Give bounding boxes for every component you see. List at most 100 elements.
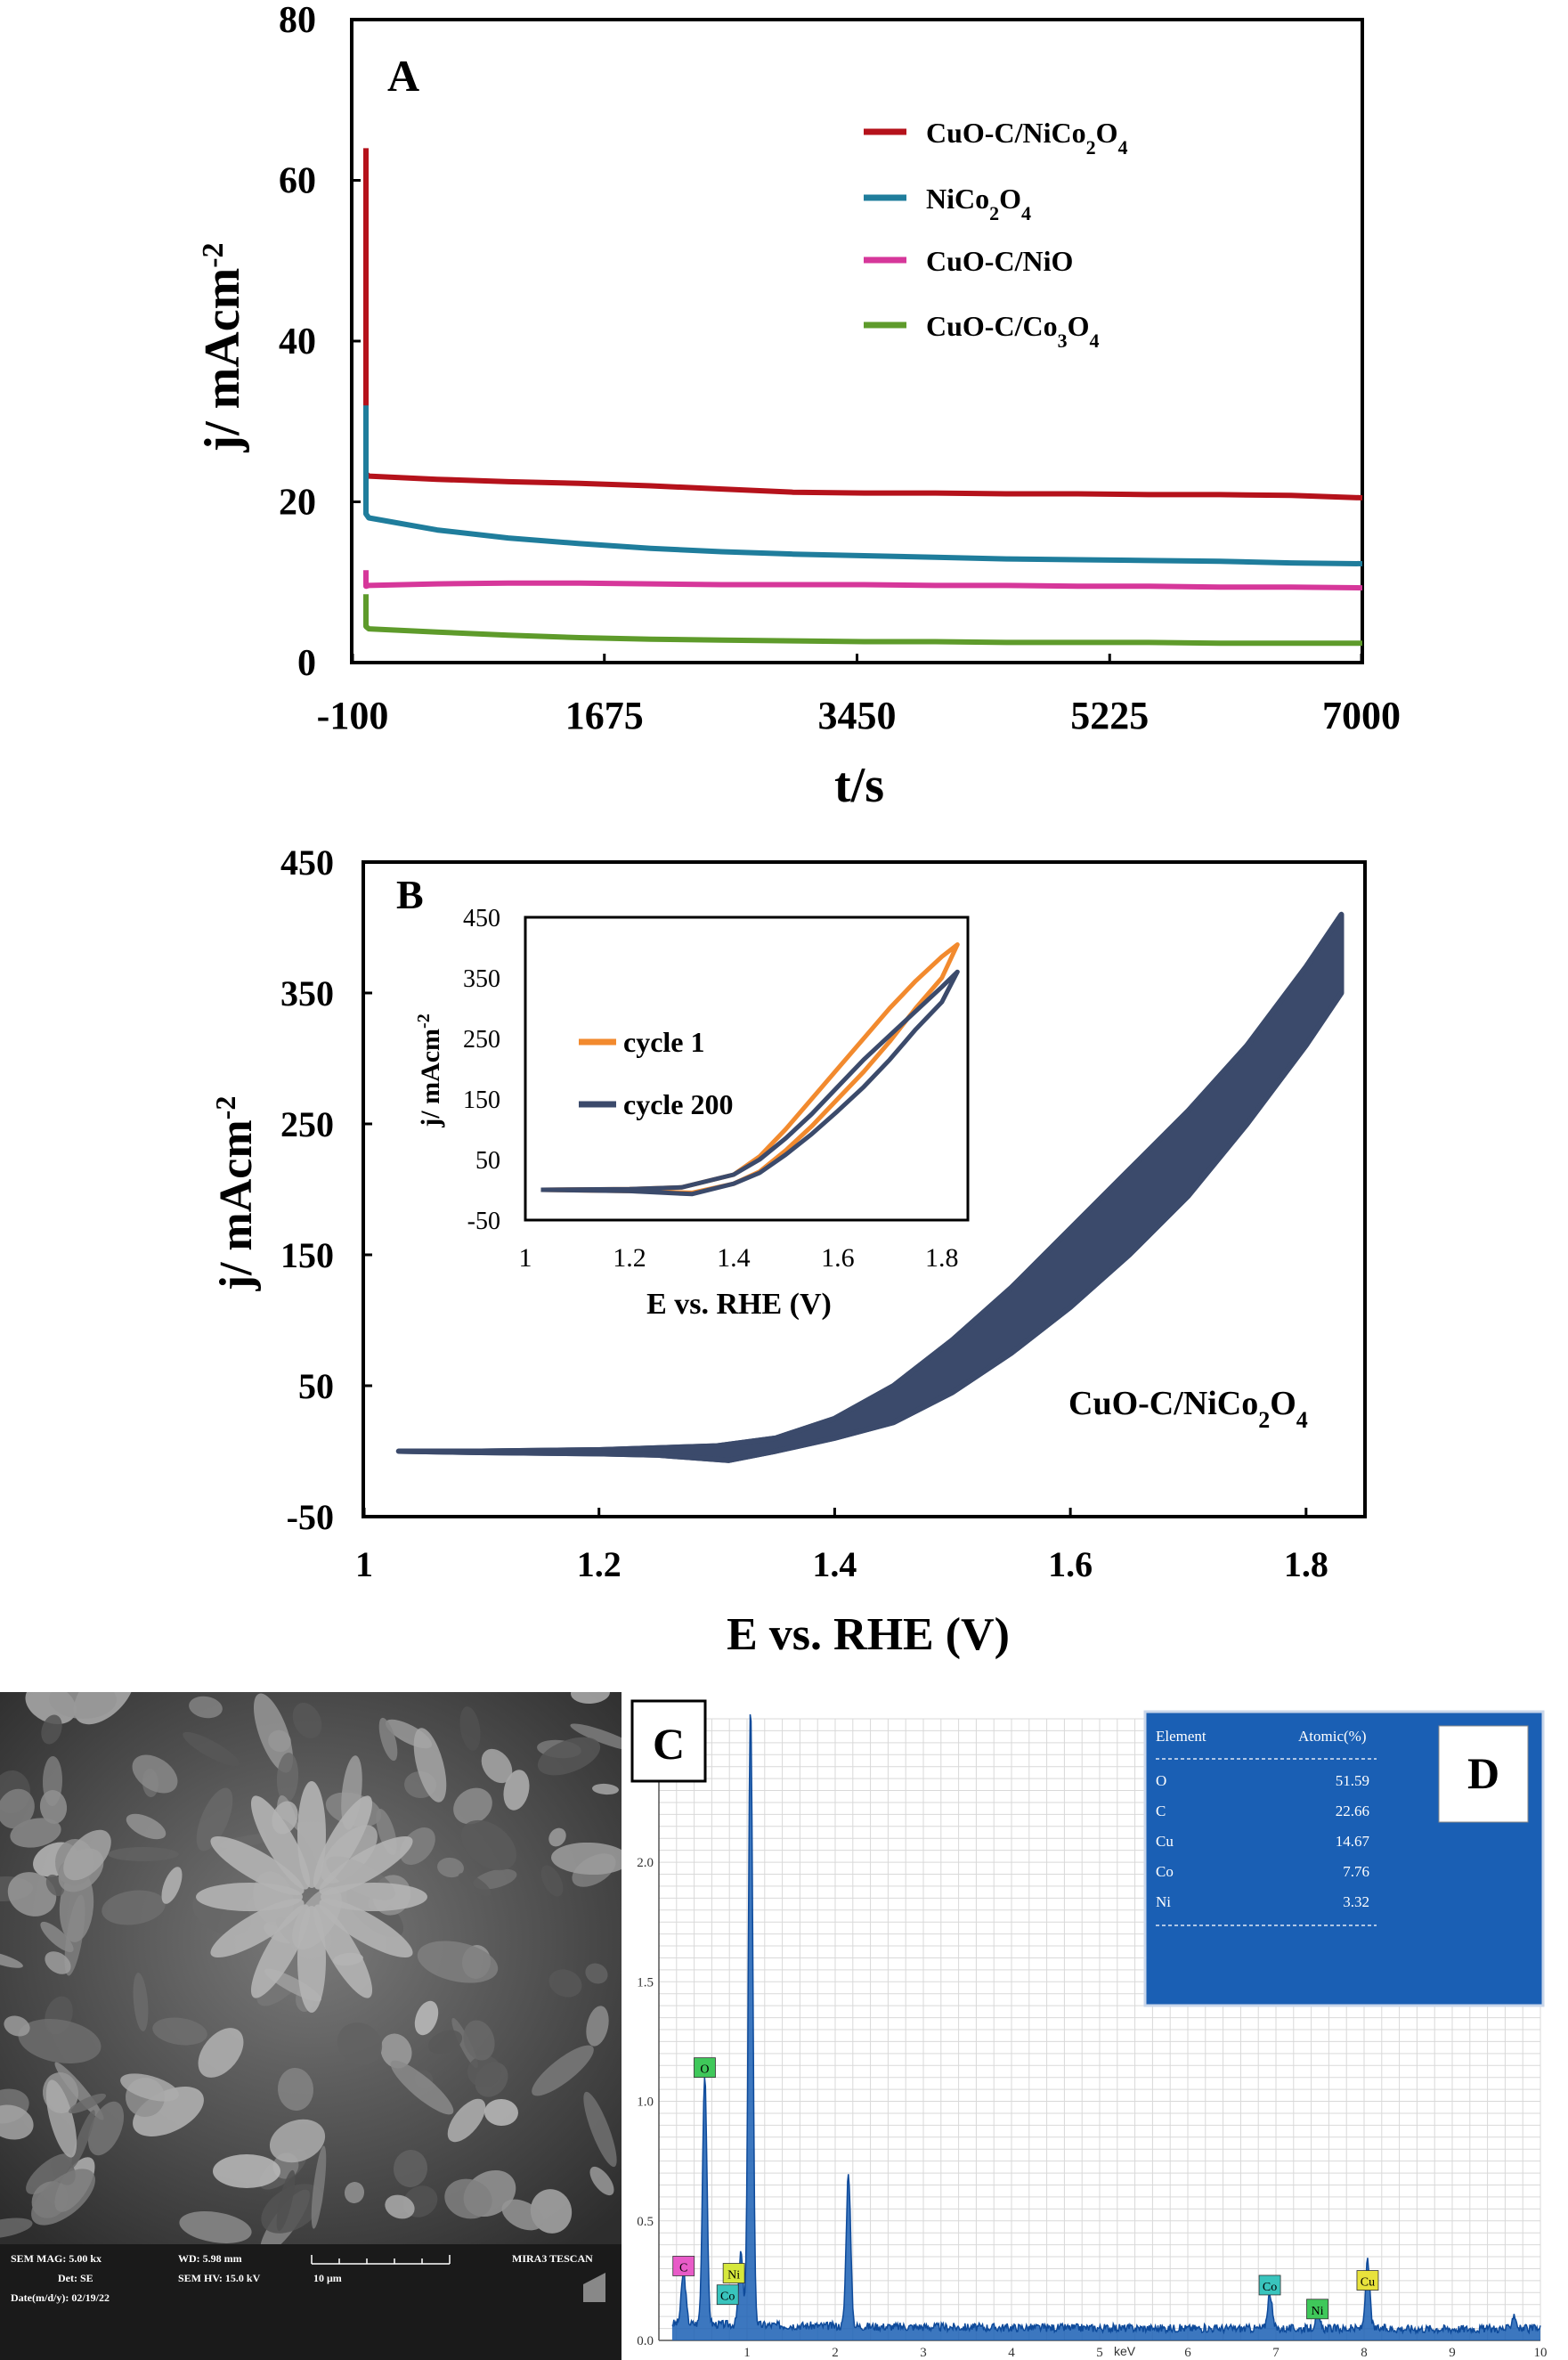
eds-peak-label-text: Cu bbox=[1361, 2276, 1375, 2290]
eds-table-header-atomic: Atomic(%) bbox=[1298, 1728, 1366, 1745]
panel-d-label-box bbox=[1438, 1725, 1529, 1823]
eds-y-tick-label: 0.0 bbox=[637, 2334, 654, 2348]
sem-particle bbox=[540, 1865, 564, 1897]
panel-c-label: C bbox=[653, 1719, 685, 1769]
sem-scale-bar bbox=[311, 2255, 451, 2265]
sem-particle bbox=[551, 1842, 622, 1876]
inset-x-ticks: 1 1.2 1.4 1.6 1.8 bbox=[519, 1243, 959, 1273]
sem-particle bbox=[344, 2182, 365, 2203]
panel-a-x-tick-label: 7000 bbox=[1322, 694, 1401, 737]
eds-x-tick-label: 9 bbox=[1449, 2346, 1456, 2360]
sem-hv-text: SEM HV: 15.0 kV bbox=[178, 2272, 261, 2284]
eds-spectrum-trace bbox=[671, 1713, 1541, 2336]
panel-b-x-ticks: 1 1.2 1.4 1.6 1.8 bbox=[355, 1508, 1328, 1584]
sem-particle bbox=[39, 1790, 68, 1824]
eds-peak-label-text: C bbox=[679, 2261, 687, 2275]
panel-a-plot-frame bbox=[350, 18, 1364, 664]
sem-particle bbox=[463, 2020, 495, 2061]
sem-particle bbox=[133, 1973, 149, 2031]
sem-particle bbox=[444, 2178, 492, 2219]
sem-particle bbox=[467, 2055, 501, 2088]
sem-mag-text: SEM MAG: 5.00 kx bbox=[11, 2252, 102, 2265]
eds-x-tick-label: 8 bbox=[1361, 2346, 1368, 2360]
sem-particle bbox=[571, 1692, 610, 1705]
sem-particle bbox=[63, 1829, 111, 1881]
panel-c-label-box bbox=[630, 1699, 707, 1783]
sem-particle bbox=[390, 2060, 454, 2115]
panel-b-x-axis-label: E vs. RHE (V) bbox=[727, 1609, 1010, 1660]
sem-particle bbox=[311, 2145, 327, 2229]
panel-a-x-axis-label: t/s bbox=[834, 758, 884, 813]
panel-a-x-ticks: -100 1675 3450 5225 7000 bbox=[317, 654, 1401, 737]
eds-peak-label-box bbox=[1258, 2275, 1281, 2296]
eds-table-value: 22.66 bbox=[1336, 1803, 1369, 1819]
sem-det-text: Det: SE bbox=[58, 2272, 93, 2284]
eds-x-tick-label: 6 bbox=[1184, 2346, 1191, 2360]
sem-particle bbox=[152, 2017, 207, 2046]
eds-table-element: Cu bbox=[1156, 1833, 1174, 1850]
sem-particle bbox=[276, 1753, 299, 1803]
sem-particle bbox=[41, 1714, 62, 1745]
eds-table-element: O bbox=[1156, 1772, 1166, 1789]
eds-peak-label-text: Co bbox=[720, 2291, 735, 2304]
panel-a-legend-label: NiCo2O4 bbox=[926, 183, 1031, 224]
sem-particle bbox=[393, 2150, 428, 2187]
sem-particle bbox=[548, 1827, 566, 1847]
eds-x-tick-label: 1 bbox=[743, 2346, 751, 2360]
eds-peak-label-box bbox=[1306, 2299, 1328, 2320]
eds-peak-label-text: Ni bbox=[1312, 2305, 1324, 2318]
sem-particle bbox=[337, 2022, 383, 2065]
panel-a-y-tick-label: 40 bbox=[279, 321, 316, 362]
sem-particle bbox=[481, 1748, 513, 1784]
eds-table-value: 3.32 bbox=[1343, 1893, 1369, 1910]
inset-legend: cycle 1 cycle 200 bbox=[579, 1026, 734, 1120]
sem-particle bbox=[548, 1969, 582, 1998]
sem-particle bbox=[378, 1717, 398, 1762]
sem-brand-text: MIRA3 TESCAN bbox=[512, 2252, 593, 2265]
inset-y-tick-label: 50 bbox=[475, 1147, 500, 1175]
sem-particle bbox=[503, 1770, 530, 1811]
sem-particle bbox=[458, 1872, 492, 1897]
sem-particle bbox=[414, 2000, 439, 2036]
sem-particle bbox=[417, 1941, 499, 1983]
sem-info-bar bbox=[0, 2244, 622, 2360]
sem-particle bbox=[69, 2093, 106, 2114]
sem-particle bbox=[437, 1857, 464, 1878]
sem-particle-texture bbox=[0, 1692, 622, 2255]
sem-particle bbox=[0, 2104, 34, 2140]
sem-logo-icon bbox=[583, 2273, 605, 2302]
sem-particle bbox=[447, 2098, 486, 2143]
inset-y-tick-label: 450 bbox=[463, 905, 500, 932]
inset-legend-label: cycle 200 bbox=[623, 1088, 734, 1120]
eds-peak-label-text: Ni bbox=[727, 2269, 740, 2283]
panel-a-series-line bbox=[363, 570, 1363, 591]
eds-peak-label-text: O bbox=[700, 2063, 709, 2077]
eds-y-tick-label: 2.0 bbox=[637, 1856, 654, 1870]
sem-particle bbox=[126, 1813, 167, 1840]
eds-peak-label-box bbox=[722, 2263, 745, 2283]
sem-particle bbox=[87, 2101, 125, 2156]
sem-particle bbox=[413, 1728, 447, 1803]
panel-d-label: D bbox=[1467, 1748, 1499, 1798]
sem-particle bbox=[70, 2110, 95, 2169]
panel-a-legend-label: CuO-C/Co3O4 bbox=[926, 310, 1099, 352]
panel-b-cv-line bbox=[398, 991, 1344, 1463]
sem-particle bbox=[132, 1754, 178, 1794]
eds-peak-label-box bbox=[672, 2256, 695, 2276]
eds-table-element: C bbox=[1156, 1803, 1166, 1819]
eds-table-value: 14.67 bbox=[1336, 1833, 1370, 1850]
eds-peak-label-box bbox=[1356, 2270, 1379, 2291]
panel-a-y-axis-label: j/ mAcm-2 bbox=[195, 242, 250, 452]
eds-x-tick-label: 3 bbox=[920, 2346, 927, 2360]
eds-y-ticks: 0.0 0.5 1.0 1.5 2.0 bbox=[637, 1856, 654, 2348]
eds-peak-label-box bbox=[694, 2057, 716, 2079]
inset-y-tick-label: 350 bbox=[463, 965, 500, 993]
panel-a-x-tick-label: 5225 bbox=[1070, 694, 1149, 737]
sem-particle bbox=[161, 1867, 183, 1904]
sem-particle bbox=[4, 2015, 30, 2037]
panel-a-x-tick-label: -100 bbox=[317, 694, 389, 737]
eds-y-tick-label: 0.5 bbox=[637, 2215, 654, 2229]
panel-b-x-tick-label: 1.4 bbox=[812, 1544, 857, 1584]
panel-a-series-line bbox=[363, 405, 1363, 566]
